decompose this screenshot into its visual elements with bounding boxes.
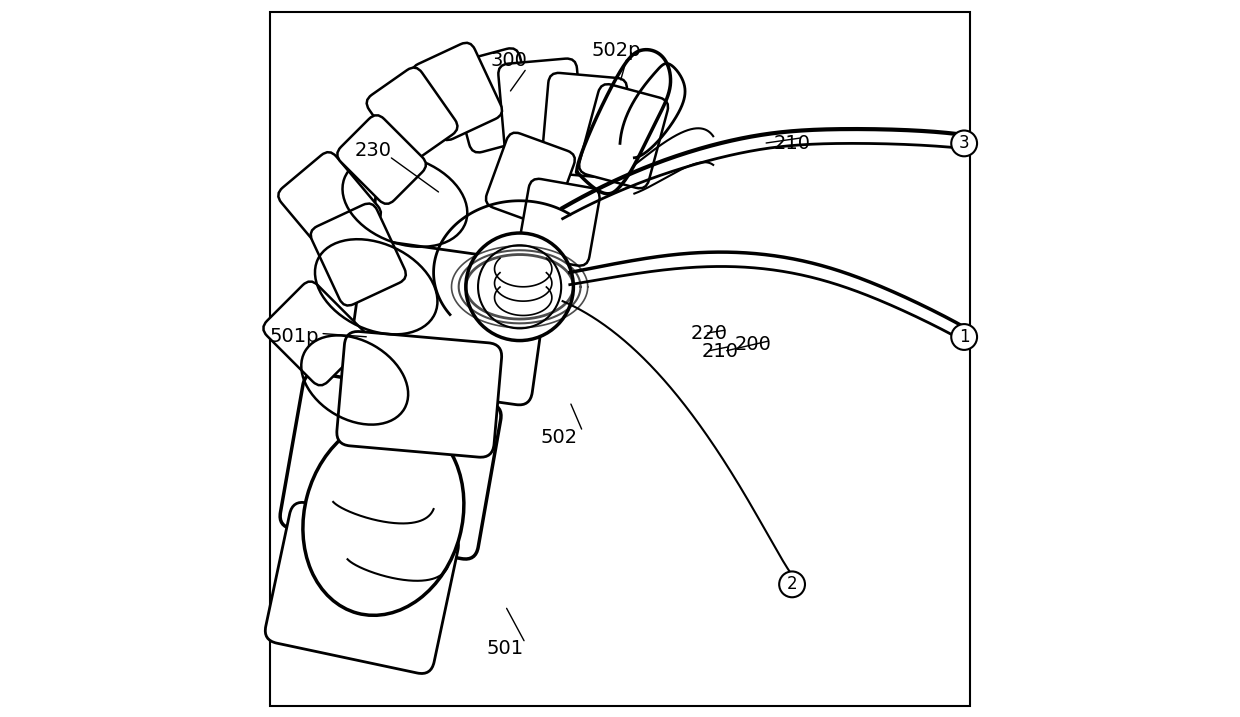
FancyBboxPatch shape <box>372 123 553 265</box>
Text: 502: 502 <box>541 428 578 447</box>
Text: 3: 3 <box>959 134 970 153</box>
FancyBboxPatch shape <box>450 48 539 153</box>
FancyBboxPatch shape <box>542 73 627 178</box>
Circle shape <box>951 324 977 350</box>
FancyBboxPatch shape <box>579 84 668 189</box>
FancyBboxPatch shape <box>278 152 381 257</box>
FancyBboxPatch shape <box>337 331 502 457</box>
Circle shape <box>479 245 562 328</box>
Circle shape <box>951 130 977 156</box>
Text: 230: 230 <box>355 141 391 160</box>
FancyBboxPatch shape <box>498 59 584 163</box>
Circle shape <box>779 571 805 597</box>
FancyBboxPatch shape <box>518 179 600 266</box>
Text: 501: 501 <box>487 640 523 658</box>
FancyBboxPatch shape <box>367 67 458 162</box>
Text: 200: 200 <box>734 335 771 353</box>
Text: 220: 220 <box>691 324 728 343</box>
FancyBboxPatch shape <box>263 282 367 385</box>
Circle shape <box>466 233 573 341</box>
FancyBboxPatch shape <box>337 115 427 204</box>
FancyBboxPatch shape <box>265 503 459 673</box>
Text: 300: 300 <box>491 52 527 70</box>
Text: 1: 1 <box>959 328 970 346</box>
Text: 2: 2 <box>786 575 797 594</box>
Text: 501p: 501p <box>269 328 319 346</box>
FancyBboxPatch shape <box>486 133 575 226</box>
FancyBboxPatch shape <box>280 373 501 559</box>
Text: 502p: 502p <box>591 41 641 60</box>
FancyBboxPatch shape <box>311 204 405 305</box>
FancyBboxPatch shape <box>347 240 548 405</box>
Ellipse shape <box>303 417 464 615</box>
Text: 210: 210 <box>702 342 739 361</box>
FancyBboxPatch shape <box>412 43 502 140</box>
Text: 210: 210 <box>774 134 811 153</box>
